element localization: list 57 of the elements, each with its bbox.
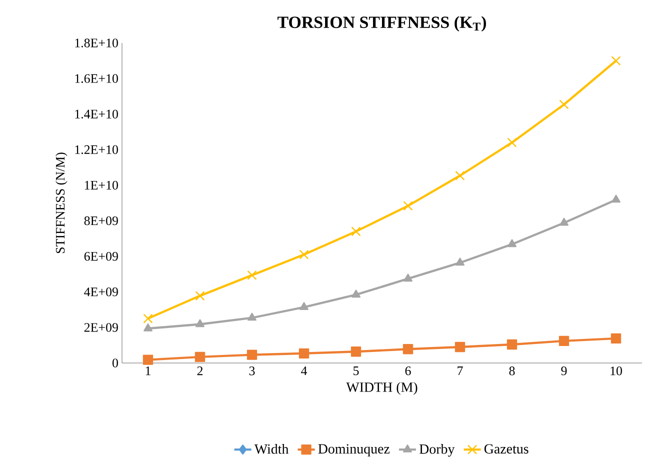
point: [560, 218, 568, 226]
x-tick-label: 4: [301, 366, 308, 376]
x-tick-label: 2: [197, 366, 203, 376]
x-tick-label: 9: [561, 366, 567, 376]
point: [247, 270, 257, 280]
point: [142, 354, 154, 365]
x-axis-title: WIDTH (M): [346, 382, 418, 395]
point: [248, 312, 256, 321]
point: [143, 314, 153, 324]
y-tick-label: 1.8E+10: [75, 38, 118, 48]
y-tick-label: 1.2E+10: [75, 145, 118, 154]
point: [144, 323, 152, 332]
point: [352, 290, 360, 298]
point: [508, 239, 516, 248]
point: [196, 319, 204, 328]
point: [612, 194, 620, 203]
point: [194, 352, 206, 362]
y-tick-label: 6E+09: [84, 252, 118, 261]
point: [456, 258, 464, 266]
legend-label: Dominuquez: [318, 444, 390, 456]
point: [610, 333, 622, 344]
point: [300, 302, 308, 310]
point: [402, 344, 414, 354]
legend-label: Dorby: [419, 444, 455, 457]
point: [299, 250, 309, 260]
y-tick-label: 0: [112, 358, 118, 368]
legend-label: Gazetus: [484, 444, 528, 454]
point: [455, 170, 465, 180]
point: [611, 56, 621, 66]
point: [298, 348, 310, 358]
chart-title: TORSION STIFFNESS (K$_{T}$): [278, 16, 486, 32]
point: [246, 350, 258, 360]
y-tick-label: 1.4E+10: [75, 110, 118, 119]
point: [351, 226, 361, 236]
x-tick-label: 6: [405, 366, 411, 376]
point: [350, 346, 362, 357]
x-tick-label: 3: [249, 366, 255, 376]
point: [454, 342, 466, 352]
x-tick-label: 8: [509, 366, 515, 376]
y-tick-label: 1E+10: [84, 180, 118, 190]
y-tick-label: 4E+09: [84, 288, 118, 296]
legend-label: Width: [254, 444, 289, 454]
x-tick-label: 5: [354, 366, 359, 376]
point: [559, 100, 569, 110]
y-tick-label: 1.6E+10: [75, 74, 118, 83]
x-tick-label: 10: [610, 366, 622, 376]
y-tick-label: 8E+09: [84, 216, 118, 226]
point: [506, 339, 518, 350]
x-tick-label: 7: [458, 366, 463, 375]
y-tick-label: 2E+09: [84, 323, 118, 332]
point: [403, 201, 413, 211]
point: [404, 274, 412, 282]
point: [195, 290, 205, 301]
point: [507, 138, 517, 148]
x-tick-label: 1: [146, 366, 150, 376]
point: [558, 336, 570, 346]
y-axis-title: STIFFNESS (N/M): [56, 152, 68, 254]
